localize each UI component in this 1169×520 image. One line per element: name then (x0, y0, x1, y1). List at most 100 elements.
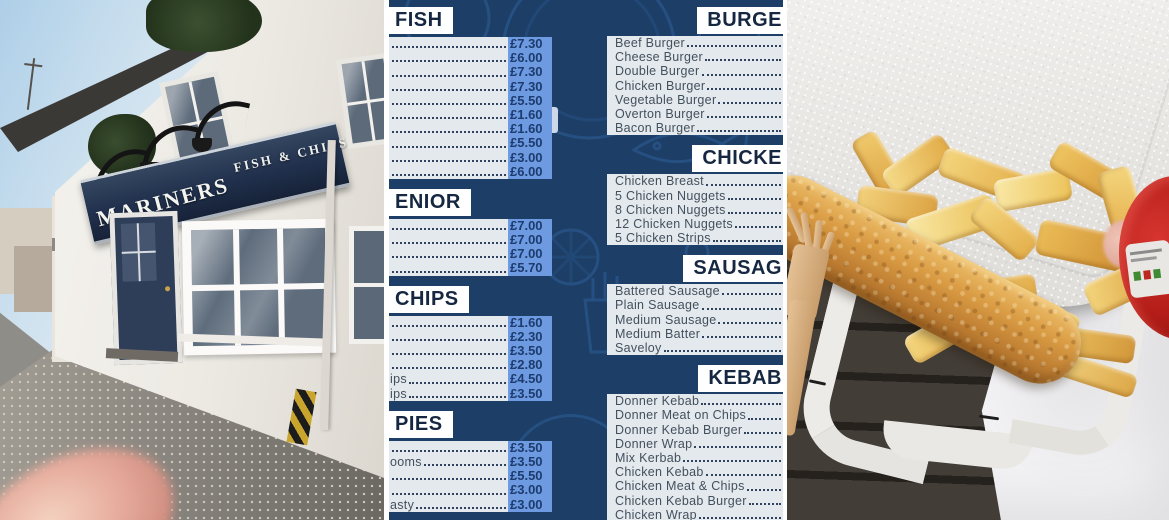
dotted-leader (392, 469, 506, 481)
menu-right-column: BURGE Beef Burger Cheese Burger Double Burg… (607, 7, 783, 520)
menu-item-name (389, 37, 390, 51)
menu-item-price: £5.50 (508, 93, 552, 108)
menu-item-name (389, 316, 390, 330)
menu-item-row: Donner Wrap (607, 437, 783, 451)
menu-item-row: £6.00 (389, 51, 552, 66)
menu-item-row: £7.00 (389, 247, 552, 262)
dotted-leader (748, 408, 781, 420)
menu-item-row: Chicken Wrap (607, 508, 783, 520)
menu-item-name (389, 136, 390, 150)
dotted-leader (392, 344, 506, 356)
menu-section-title: BURGE (697, 7, 783, 34)
menu-item-row: Donner Kebab Burger (607, 423, 783, 437)
window-pane (341, 58, 384, 144)
menu-item-price: £5.50 (508, 136, 552, 151)
menu-item-row: ooms £3.50 (389, 454, 552, 470)
dotted-leader (392, 122, 506, 134)
dotted-leader (392, 483, 506, 495)
menu-item-price: £1.60 (508, 315, 552, 330)
label-text-line (1130, 256, 1157, 263)
shop-window-partial (349, 226, 384, 344)
menu-item-row: Battered Sausage (607, 284, 783, 298)
menu-item-name (389, 441, 390, 455)
menu-item-row: Medium Batter (607, 327, 783, 341)
menu-item-name: Chicken Breast (615, 174, 704, 189)
menu-item-name: Overton Burger (615, 106, 705, 121)
dotted-leader (744, 423, 781, 434)
menu-section-kebab: KEBAB Donner Kebab Donner Meat on Chips Don… (607, 365, 783, 520)
dotted-leader (392, 65, 506, 77)
dotted-leader (683, 451, 781, 463)
menu-item-row: £7.30 (389, 79, 552, 94)
menu-item-band: Battered Sausage Plain Sausage Medium Saus… (607, 284, 783, 356)
menu-section-fish: FISH £7.30 £6.00 £7.30 £7.30 £5.50 £1.60 £1.60 £… (389, 7, 552, 179)
fish-and-chips-photo (787, 0, 1169, 520)
menu-item-price: £3.50 (508, 440, 552, 455)
dotted-leader (705, 174, 781, 186)
tv-antenna (26, 58, 36, 110)
window-pane (190, 227, 328, 347)
dotted-leader (746, 479, 781, 491)
menu-item-name (389, 261, 390, 275)
menu-item-name (389, 247, 390, 261)
menu-item-row: £5.50 (389, 469, 552, 484)
menu-item-name: asty (390, 497, 415, 512)
menu-section-title: ENIOR (389, 188, 471, 216)
menu-item-name (389, 51, 390, 65)
menu-item-name: Battered Sausage (615, 284, 720, 299)
storefront-photo: MARINERS FISH & CHIPS (0, 0, 384, 520)
menu-item-row: Chicken Kebab Burger (607, 494, 783, 508)
menu-item-band: £7.30 £6.00 £7.30 £7.30 £5.50 £1.60 £1.60 £5.50… (389, 37, 552, 179)
menu-item-row: £7.30 (389, 37, 552, 52)
menu-item-price: £3.50 (508, 454, 552, 470)
menu-left-column: FISH £7.30 £6.00 £7.30 £7.30 £5.50 £1.60 £1.60 £… (389, 7, 552, 512)
menu-item-row: £5.50 (389, 93, 552, 108)
menu-item-name: ooms (390, 454, 422, 469)
menu-item-name: 5 Chicken Nuggets (615, 188, 726, 203)
menu-item-price: £7.30 (508, 37, 552, 52)
menu-item-row: £7.30 (389, 65, 552, 80)
menu-item-name (389, 80, 390, 94)
menu-item-name (389, 108, 390, 122)
menu-item-row: Bacon Burger (607, 121, 783, 135)
menu-item-row: Double Burger (607, 64, 783, 78)
menu-section-title: SAUSAG (683, 255, 783, 283)
dotted-leader (698, 508, 781, 519)
menu-item-name (389, 483, 390, 497)
dotted-leader (701, 64, 781, 76)
menu-item-name: Double Burger (615, 64, 700, 79)
menu-item-name: 12 Chicken Nuggets (615, 216, 733, 231)
dotted-leader (697, 121, 781, 133)
dotted-leader (663, 341, 781, 353)
menu-item-name (389, 151, 390, 165)
menu-item-price: £7.30 (508, 65, 552, 80)
menu-item-name: 8 Chicken Nuggets (615, 202, 726, 217)
menu-item-price: £3.00 (508, 497, 552, 512)
menu-section-title: PIES (389, 410, 453, 438)
menu-item-band: Beef Burger Cheese Burger Double Burger Chi… (607, 36, 783, 136)
dotted-leader (718, 93, 781, 104)
menu-item-name: Medium Batter (615, 326, 701, 341)
label-text-line (1129, 248, 1162, 256)
menu-item-name: Donner Wrap (615, 436, 693, 451)
menu-item-row: £3.00 (389, 483, 552, 498)
menu-item-row: Medium Sausage (607, 313, 783, 327)
dotted-leader (704, 50, 781, 62)
menu-item-name: ips (390, 372, 407, 387)
dotted-leader (423, 455, 506, 467)
menu-item-row: 8 Chicken Nuggets (607, 203, 783, 217)
dotted-leader (712, 231, 781, 243)
lamp-shade (192, 138, 212, 152)
menu-item-row: Chicken Burger (607, 79, 783, 93)
dotted-leader (748, 494, 781, 505)
menu-item-band: Donner Kebab Donner Meat on Chips Donner K… (607, 394, 783, 520)
dotted-leader (392, 247, 506, 259)
menu-item-name: Chicken Wrap (615, 507, 697, 520)
menu-item-row: 12 Chicken Nuggets (607, 217, 783, 231)
menu-band-notch (552, 107, 558, 133)
menu-item-name: Plain Sausage (615, 298, 700, 313)
label-mark (1143, 269, 1152, 280)
dotted-leader (701, 298, 781, 310)
menu-item-price: £3.00 (508, 150, 552, 165)
dotted-leader (707, 79, 781, 90)
